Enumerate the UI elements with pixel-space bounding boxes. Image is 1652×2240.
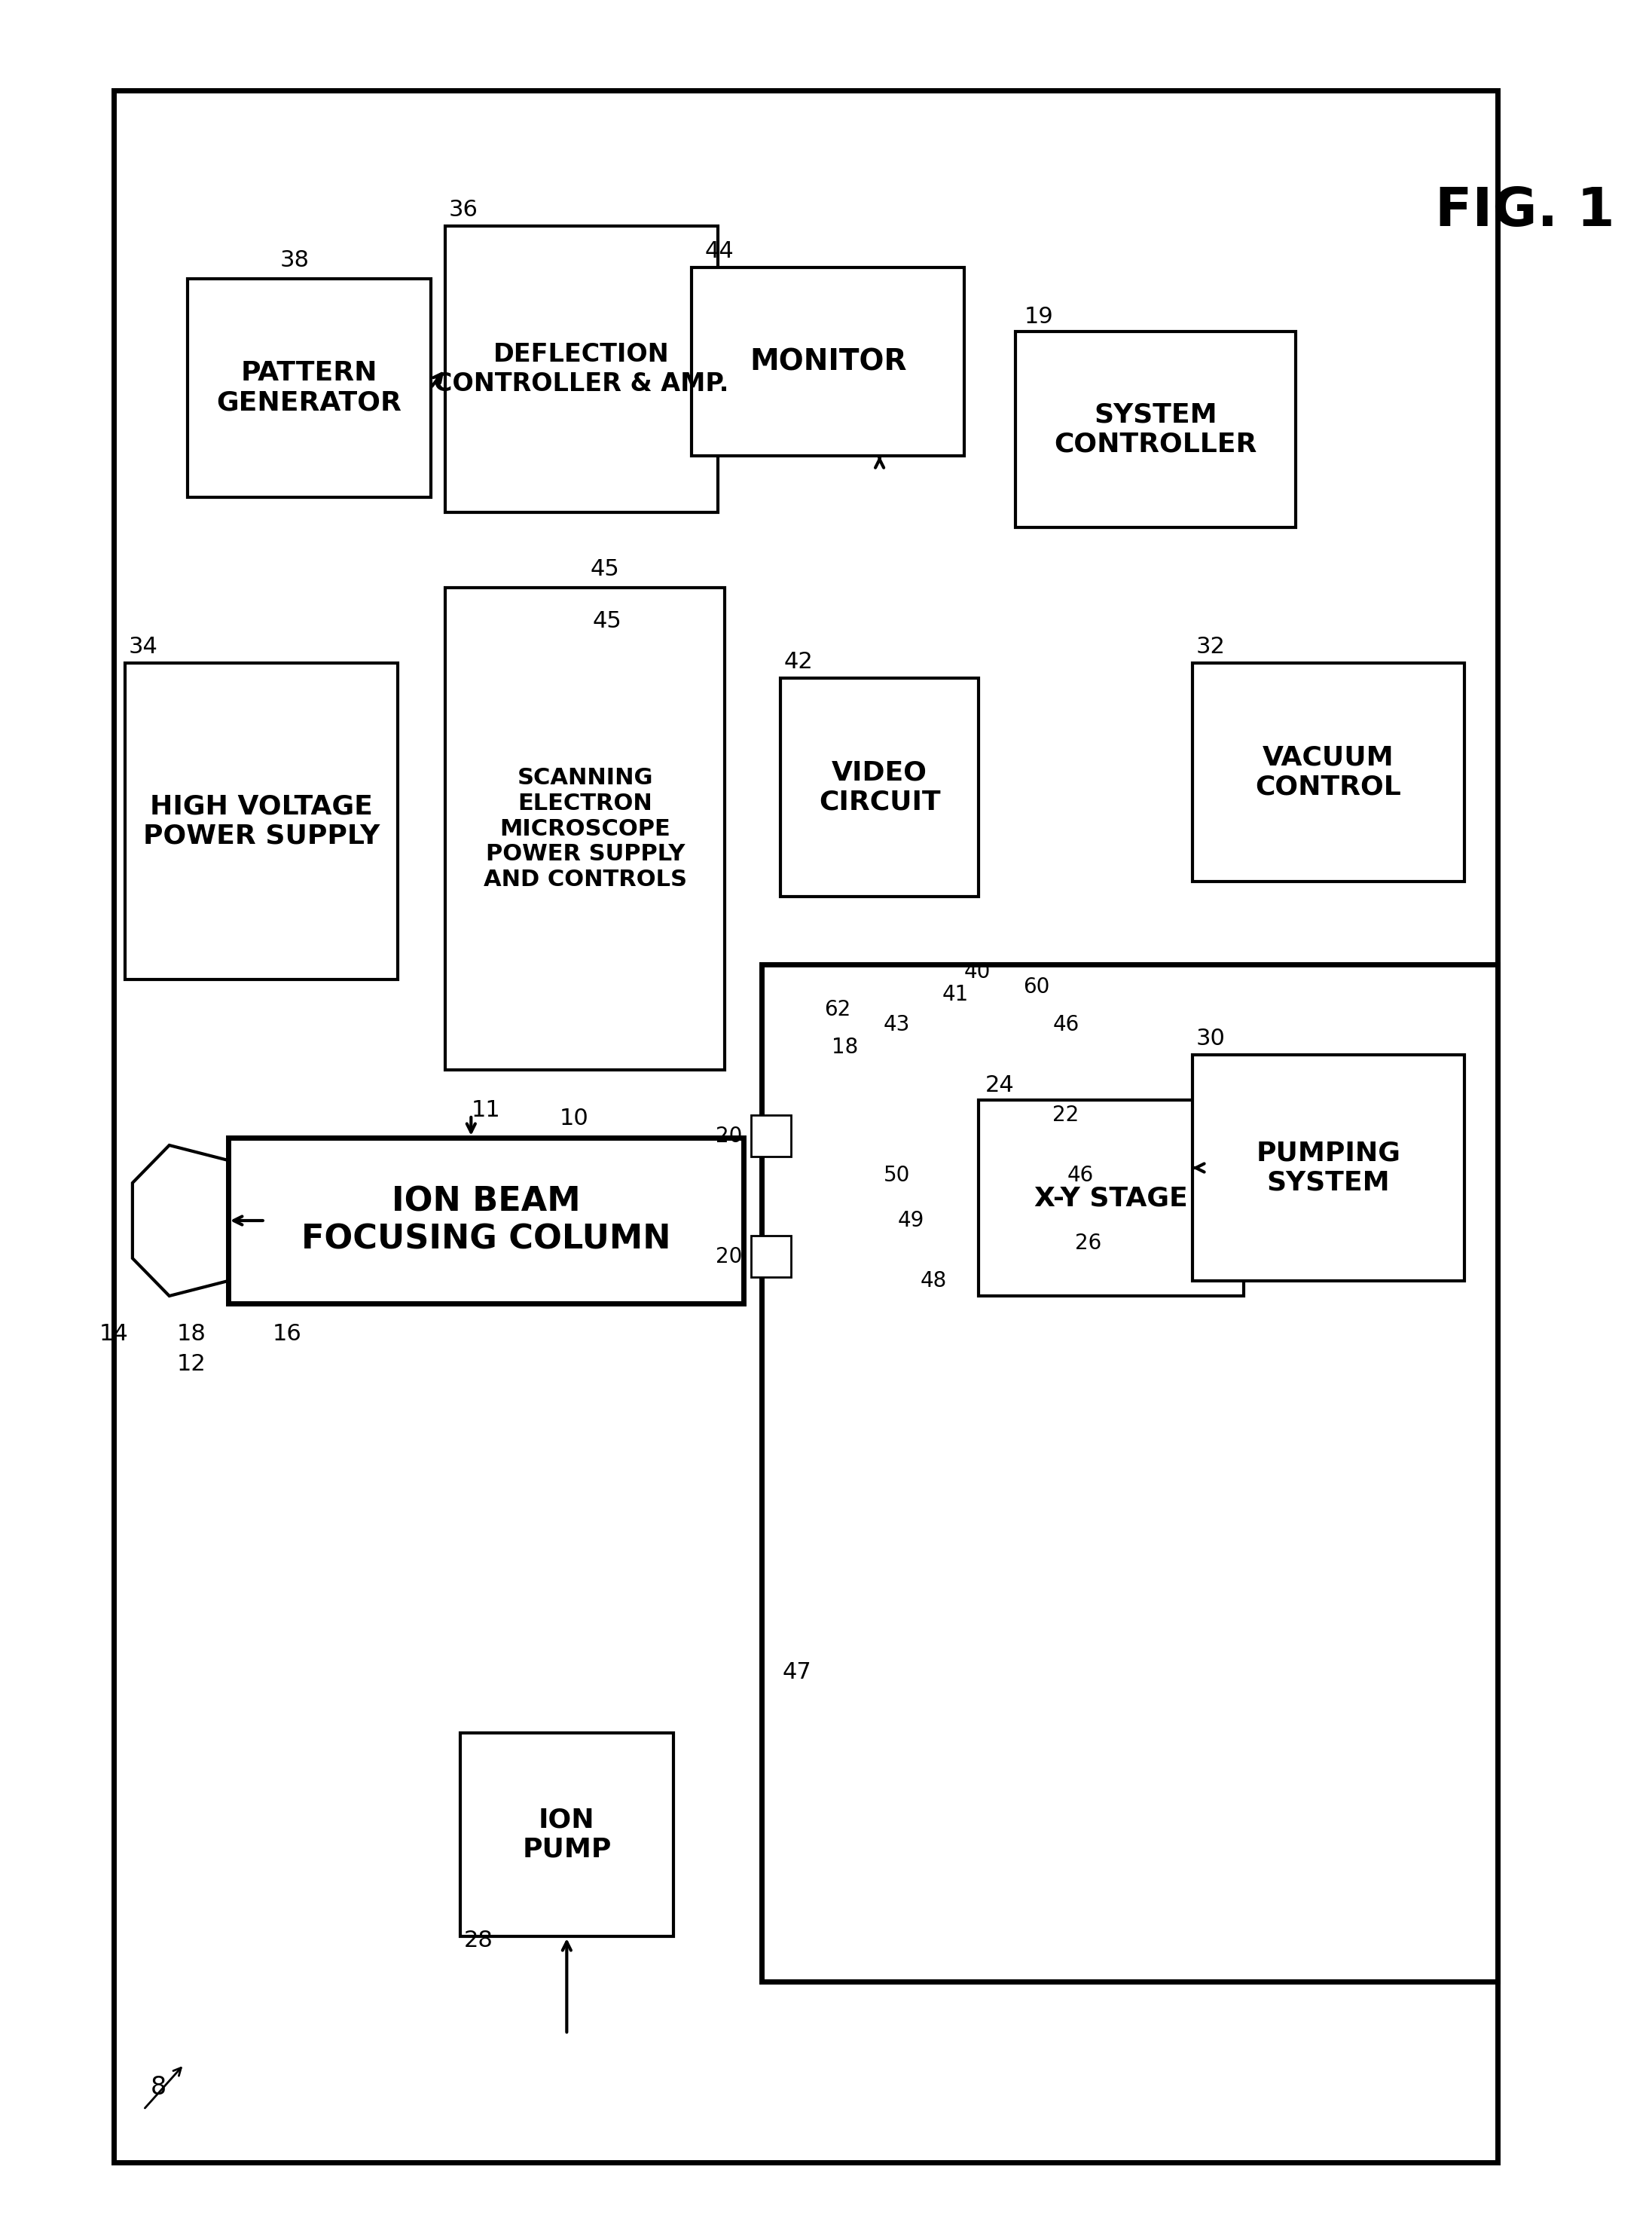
Text: 14: 14 [99,1322,129,1344]
Bar [114,90,1498,2162]
Text: 11: 11 [471,1100,501,1120]
Text: 40: 40 [965,961,991,983]
Text: VIDEO
CIRCUIT: VIDEO CIRCUIT [819,759,940,815]
Text: 50: 50 [884,1165,910,1185]
Text: PATTERN
GENERATOR: PATTERN GENERATOR [216,361,401,417]
Bar [1016,332,1295,526]
Text: 46: 46 [1067,1165,1094,1185]
Bar [459,1734,674,1935]
Text: 19: 19 [1024,305,1054,327]
Text: ION
PUMP: ION PUMP [522,1808,611,1861]
Text: X-Y STAGE: X-Y STAGE [1034,1185,1188,1212]
Text: 34: 34 [129,636,159,656]
Text: 22: 22 [1052,1104,1079,1127]
Text: 30: 30 [1196,1028,1226,1048]
Bar [446,226,717,513]
Bar [762,965,1498,1982]
Text: 18: 18 [831,1037,859,1057]
Text: 36: 36 [449,199,479,220]
Text: 45: 45 [590,558,620,580]
Text: 8: 8 [150,2074,167,2099]
Text: 46: 46 [1052,1015,1079,1035]
Text: 18: 18 [177,1322,206,1344]
Bar [228,1138,743,1304]
Text: MONITOR: MONITOR [750,347,907,376]
Text: 24: 24 [985,1073,1014,1095]
Text: 20: 20 [715,1245,742,1268]
Text: 48: 48 [920,1270,947,1292]
Text: 28: 28 [464,1929,492,1951]
Text: 10: 10 [560,1107,588,1129]
Text: ION BEAM
FOCUSING COLUMN: ION BEAM FOCUSING COLUMN [301,1185,671,1257]
Text: HIGH VOLTAGE
POWER SUPPLY: HIGH VOLTAGE POWER SUPPLY [144,793,380,849]
Text: VACUUM
CONTROL: VACUUM CONTROL [1256,744,1401,800]
Bar [1193,663,1465,883]
Text: 41: 41 [942,983,968,1006]
Text: 32: 32 [1196,636,1226,656]
Text: 60: 60 [1023,977,1049,997]
Text: SYSTEM
CONTROLLER: SYSTEM CONTROLLER [1054,401,1257,457]
Bar [446,587,725,1071]
Text: 16: 16 [273,1322,302,1344]
Text: 20: 20 [715,1124,742,1147]
Text: 26: 26 [1074,1232,1102,1254]
Bar [780,679,980,896]
Text: 45: 45 [593,609,621,632]
Text: 42: 42 [783,650,813,672]
Bar [126,663,398,979]
Text: SCANNING
ELECTRON
MICROSCOPE
POWER SUPPLY
AND CONTROLS: SCANNING ELECTRON MICROSCOPE POWER SUPPL… [484,768,687,889]
Text: 49: 49 [899,1210,925,1232]
Text: DEFLECTION
CONTROLLER & AMP.: DEFLECTION CONTROLLER & AMP. [434,343,729,396]
Text: FIG. 1: FIG. 1 [1436,186,1616,237]
Bar [750,1236,791,1277]
Text: 62: 62 [824,999,851,1019]
Text: PUMPING
SYSTEM: PUMPING SYSTEM [1256,1140,1401,1196]
Text: 38: 38 [279,249,309,271]
Bar [1193,1055,1465,1281]
Text: 12: 12 [177,1353,206,1375]
Bar [188,278,431,497]
Text: 43: 43 [884,1015,910,1035]
Text: 44: 44 [705,240,733,262]
Bar [750,1116,791,1156]
Text: 47: 47 [781,1662,811,1684]
Bar [692,267,965,455]
Bar [980,1100,1244,1297]
